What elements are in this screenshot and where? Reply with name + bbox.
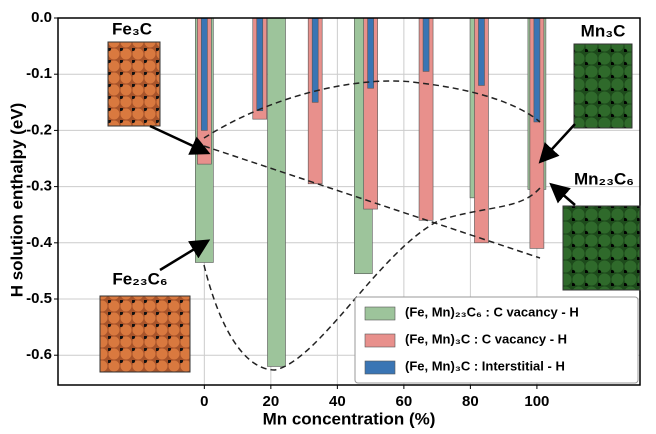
annotation: Mn₃C [581, 21, 626, 40]
arrow [549, 182, 576, 206]
bar [478, 17, 485, 86]
annotation: Fe₃C [112, 19, 152, 38]
legend-swatch [364, 306, 396, 321]
arrows [149, 123, 576, 272]
structure-image [99, 295, 191, 373]
structure-images [99, 41, 641, 373]
structure-image [573, 43, 633, 129]
trend-line [203, 187, 541, 371]
structure-image [107, 41, 161, 127]
legend-label: (Fe, Mn)₃C : Interstitial - H [405, 358, 565, 373]
legend-box [354, 296, 639, 384]
bar [422, 17, 430, 72]
trend-line [203, 145, 541, 259]
y-tick-label: 0.0 [31, 9, 52, 26]
legend-label: (Fe, Mn)₃C : C vacancy - H [405, 331, 567, 346]
bar [367, 17, 374, 89]
bar [201, 17, 208, 131]
plot-frame [57, 17, 641, 386]
y-tick-label: -0.6 [26, 346, 52, 363]
y-tick-label: -0.4 [26, 234, 53, 251]
trend-lines [203, 80, 541, 371]
y-axis-label: H solution enthalpy (eV) [7, 103, 26, 298]
legend-swatch [364, 360, 396, 375]
x-tick-label: 20 [263, 393, 280, 410]
arrow [538, 123, 576, 164]
bar [311, 17, 319, 103]
x-axis-label: Mn concentration (%) [263, 409, 436, 428]
bar [256, 17, 264, 112]
y-tick-label: -0.5 [26, 290, 52, 307]
structure-image [562, 205, 641, 291]
y-tick-label: -0.2 [26, 121, 52, 138]
arrow [149, 124, 211, 155]
bar [533, 17, 541, 123]
x-tick-label: 60 [396, 393, 413, 410]
trend-line [203, 80, 541, 139]
x-tick-label: 100 [524, 393, 549, 410]
legend: (Fe, Mn)₂₃C₆ : C vacancy - H (Fe, Mn)₃C :… [354, 296, 639, 384]
legend-swatch [364, 333, 396, 348]
bar [267, 17, 286, 367]
legend-label: (Fe, Mn)₂₃C₆ : C vacancy - H [405, 304, 579, 319]
x-tick-label: 40 [329, 393, 346, 410]
arrow [159, 239, 211, 272]
y-tick-label: -0.1 [26, 65, 52, 82]
annotation: Mn₂₃C₆ [574, 169, 634, 188]
x-tick-label: 0 [200, 393, 208, 410]
y-tick-label: -0.3 [26, 178, 52, 195]
x-tick-label: 80 [462, 393, 479, 410]
annotation: Fe₂₃C₆ [112, 269, 167, 288]
